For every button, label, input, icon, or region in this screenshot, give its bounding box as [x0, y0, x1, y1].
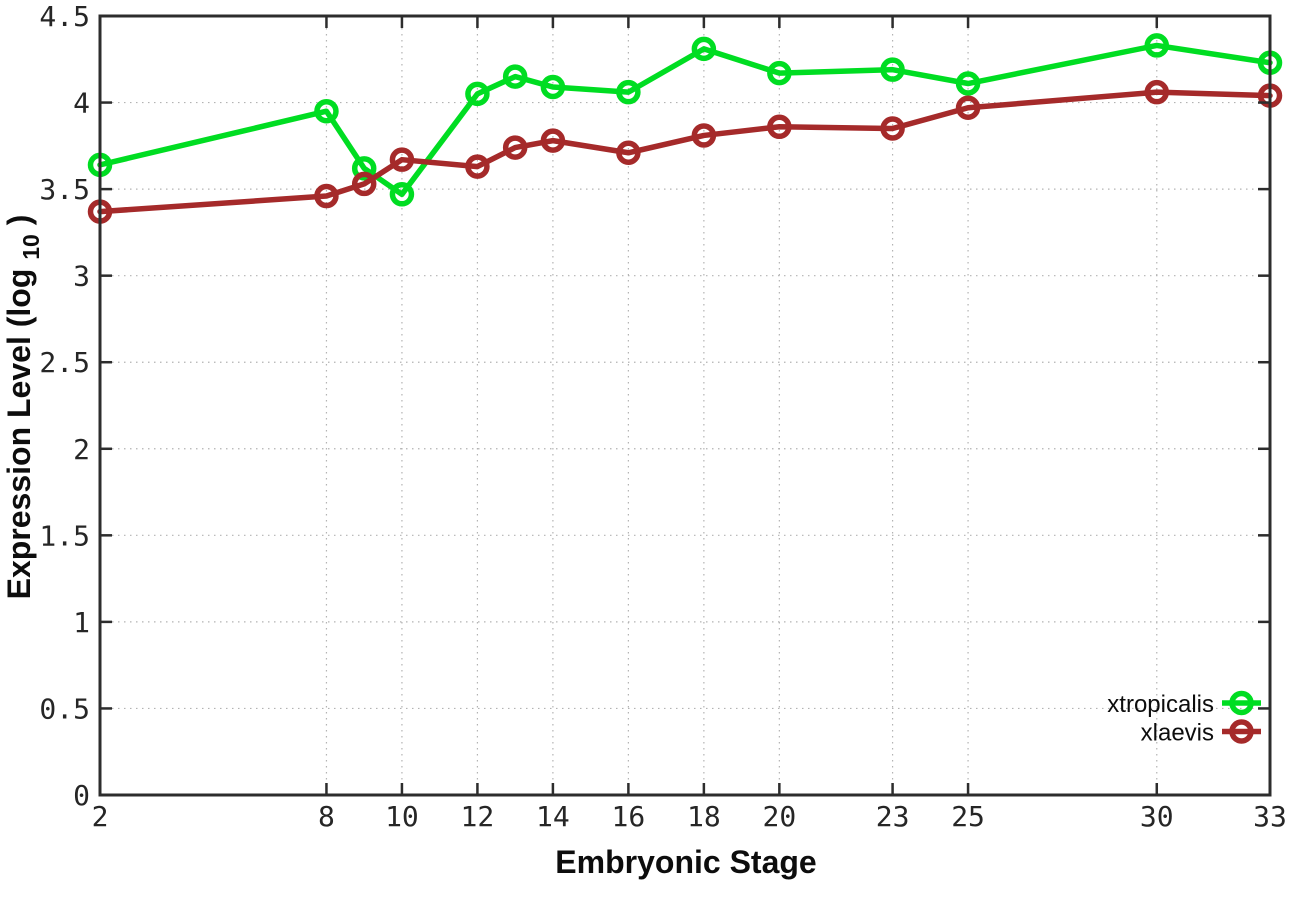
- y-axis-title-subscript: 10: [18, 234, 44, 260]
- y-tick-label: 1.5: [39, 519, 90, 552]
- x-tick-label: 14: [536, 800, 570, 833]
- x-tick-label: 33: [1253, 800, 1287, 833]
- data-point-xlaevis: [880, 116, 905, 141]
- data-point-xtropicalis: [502, 64, 528, 89]
- y-tick-label: 2: [73, 433, 90, 466]
- data-series: [87, 33, 1283, 224]
- data-point-xtropicalis: [691, 36, 717, 62]
- data-point-xlaevis: [389, 147, 415, 172]
- x-tick-label: 12: [461, 800, 495, 833]
- y-tick-label: 4.5: [39, 0, 90, 33]
- series-line-xlaevis: [97, 89, 1273, 215]
- data-point-xtropicalis: [616, 79, 641, 105]
- data-point-xlaevis: [1144, 79, 1170, 105]
- data-point-xtropicalis: [389, 182, 415, 207]
- data-point-xlaevis: [767, 114, 792, 140]
- grid-lines: [99, 15, 1271, 796]
- x-tick-label: 8: [318, 800, 335, 833]
- data-point-xlaevis: [540, 128, 566, 153]
- data-point-xlaevis: [616, 140, 641, 166]
- legend-marker-sample: [1229, 719, 1254, 744]
- data-point-xtropicalis: [767, 60, 792, 86]
- legend-marker-sample: [1229, 690, 1254, 716]
- series-line-xtropicalis: [97, 42, 1273, 198]
- data-point-xlaevis: [465, 154, 490, 179]
- data-point-xlaevis: [691, 123, 717, 148]
- y-tick-label: 0: [73, 779, 90, 812]
- x-tick-label: 30: [1140, 800, 1174, 833]
- x-tick-label: 2: [92, 800, 109, 833]
- data-point-xtropicalis: [540, 74, 566, 100]
- legend-label-xtropicalis: xtropicalis: [1107, 691, 1214, 718]
- data-point-xlaevis: [314, 183, 339, 209]
- x-tick-label: 25: [951, 800, 985, 833]
- x-tick-label: 16: [612, 800, 646, 833]
- data-point-xlaevis: [502, 135, 528, 160]
- data-point-xtropicalis: [1144, 33, 1170, 58]
- data-point-xlaevis: [351, 171, 377, 197]
- y-tick-label: 4: [73, 87, 90, 120]
- y-tick-label: 1: [73, 606, 90, 639]
- data-point-xtropicalis: [465, 81, 490, 107]
- data-point-xlaevis: [955, 95, 981, 120]
- legend-label-xlaevis: xlaevis: [1141, 720, 1214, 747]
- data-point-xtropicalis: [955, 71, 981, 96]
- y-axis-title: Expression Level (log 10 ): [1, 215, 46, 600]
- x-tick-label: 18: [687, 800, 721, 833]
- data-point-xtropicalis: [351, 156, 377, 181]
- x-tick-label: 23: [876, 800, 910, 833]
- x-tick-label: 10: [385, 800, 419, 833]
- x-axis-title: Embryonic Stage: [555, 844, 816, 880]
- data-point-xtropicalis: [880, 57, 905, 82]
- y-axis-title-main: Expression Level (log: [1, 269, 37, 600]
- data-point-xtropicalis: [314, 98, 339, 124]
- y-tick-label: 3: [73, 260, 90, 293]
- y-tick-label: 2.5: [39, 346, 90, 379]
- axes-and-ticks: 2 8 10 12 14 16 18 20 23 25 30 33 0 0.5 1 1.5 2 2.5 3 3.5 4 4…: [39, 0, 1286, 833]
- plot-border: [98, 14, 1272, 797]
- y-axis-title-end: ): [1, 215, 37, 226]
- y-tick-label: 0.5: [39, 692, 90, 725]
- x-tick-label: 20: [762, 800, 796, 833]
- y-tick-label: 3.5: [39, 173, 90, 206]
